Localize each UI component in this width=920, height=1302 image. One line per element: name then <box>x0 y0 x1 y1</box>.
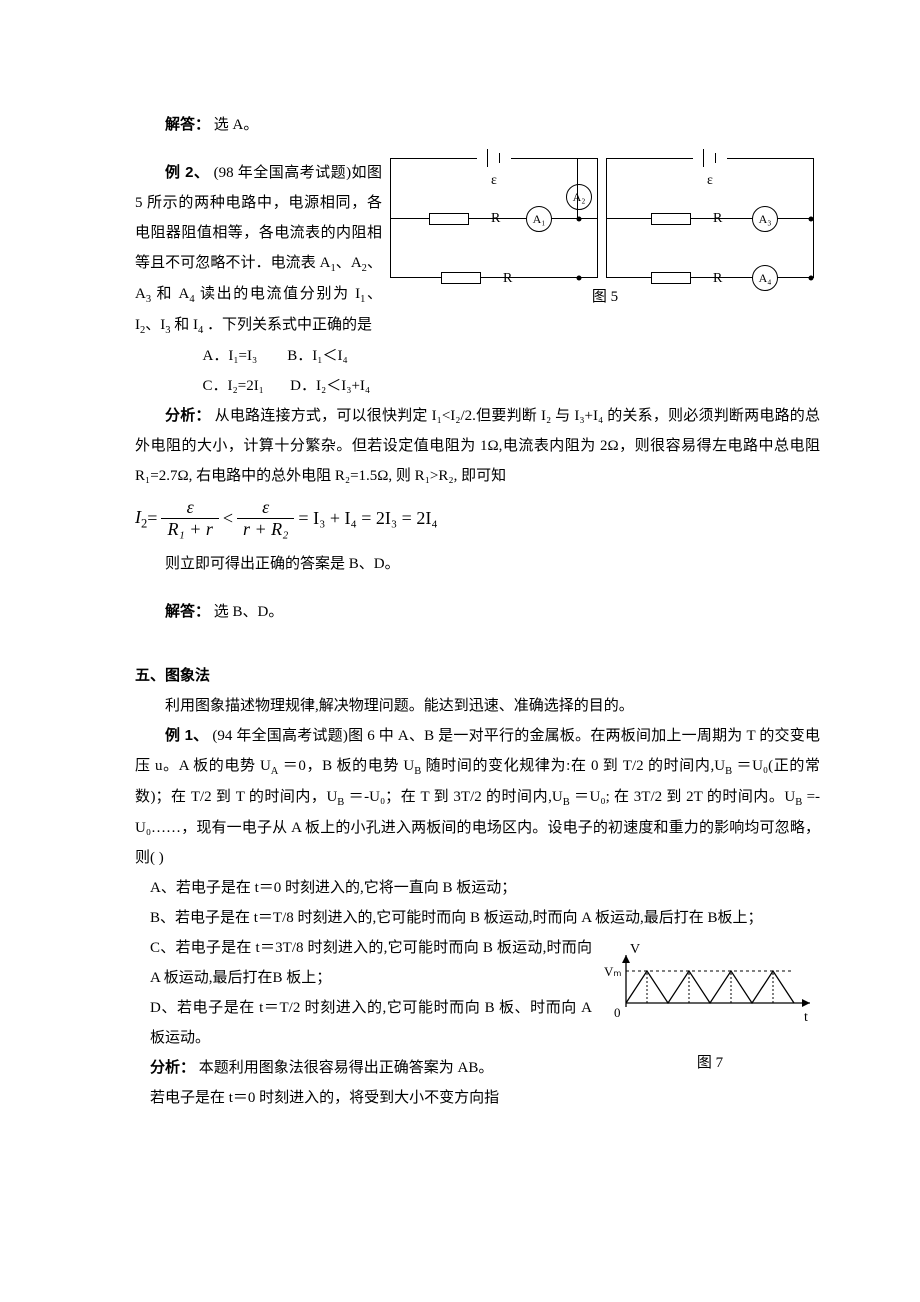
section-5-intro: 利用图象描述物理规律,解决物理问题。能达到迅速、准确选择的目的。 <box>135 691 820 721</box>
analysis-label: 分析： <box>150 1059 195 1076</box>
example-1-option-b: B、若电子是在 t＝T/8 时刻进入的,它可能时而向 B 板运动,时而向 A 板… <box>135 903 820 933</box>
analysis-label: 分析： <box>165 407 211 424</box>
example-2-analysis-2: 则立即可得出正确的答案是 B、D。 <box>135 549 820 579</box>
example-2-label: 例 2、 <box>165 164 209 181</box>
example-1-tail: 若电子是在 t＝0 时刻进入的，将受到大小不变方向指 <box>135 1083 820 1113</box>
analysis-text: 本题利用图象法很容易得出正确答案为 AB。 <box>199 1060 494 1076</box>
answer-text: 选 A。 <box>214 117 259 133</box>
example-2-formula: I2 = ε R₁ + r < ε r + R₂ = I₃ + I₄ = 2I₃… <box>135 497 820 539</box>
svg-text:t: t <box>804 1010 808 1025</box>
example-2-analysis: 分析： 从电路连接方式，可以很快判定 I₁<I₂/2.但要判断 I₂ 与 I₃+… <box>135 401 820 491</box>
document-page: 解答： 选 A。 εRRA₁A₂εRRA₃A₄ 图 5 例 2、 (98 年全国… <box>0 0 920 1173</box>
circuit-diagram: εRRA₁A₂ <box>390 158 598 278</box>
circuit-diagram: εRRA₃A₄ <box>606 158 814 278</box>
answer-text: 选 B、D。 <box>214 604 284 620</box>
svg-text:Vₘ: Vₘ <box>604 964 622 979</box>
analysis-text: 从电路连接方式，可以很快判定 I₁<I₂/2.但要判断 I₂ 与 I₃+I₄ 的… <box>135 408 820 484</box>
example-1-stem: 例 1、 (94 年全国高考试题)图 6 中 A、B 是一对平行的金属板。在两板… <box>135 721 820 873</box>
figure-7: V Vₘ 0 t 图 7 <box>600 937 820 1078</box>
figure-7-caption: 图 7 <box>600 1048 820 1078</box>
example-2-options-row2: C．I₂=2I₁ D．I₂＜I₃+I₄ <box>135 371 820 401</box>
answer-label: 解答： <box>165 116 210 133</box>
answer-label: 解答： <box>165 603 210 620</box>
example-2-options-row1: A．I₁=I₃ B．I₁＜I₄ <box>135 341 820 371</box>
example-2-answer: 解答： 选 B、D。 <box>135 597 820 627</box>
figure-5: εRRA₁A₂εRRA₃A₄ 图 5 <box>390 158 820 312</box>
example-1-label: 例 1、 <box>165 727 208 744</box>
svg-text:0: 0 <box>614 1005 621 1020</box>
svg-text:V: V <box>630 942 640 957</box>
figure-7-graph: V Vₘ 0 t <box>600 937 820 1031</box>
example-1-option-a: A、若电子是在 t＝0 时刻进入的,它将一直向 B 板运动； <box>135 873 820 903</box>
section-5-heading: 五、图象法 <box>135 661 820 691</box>
answer-1: 解答： 选 A。 <box>135 110 820 140</box>
